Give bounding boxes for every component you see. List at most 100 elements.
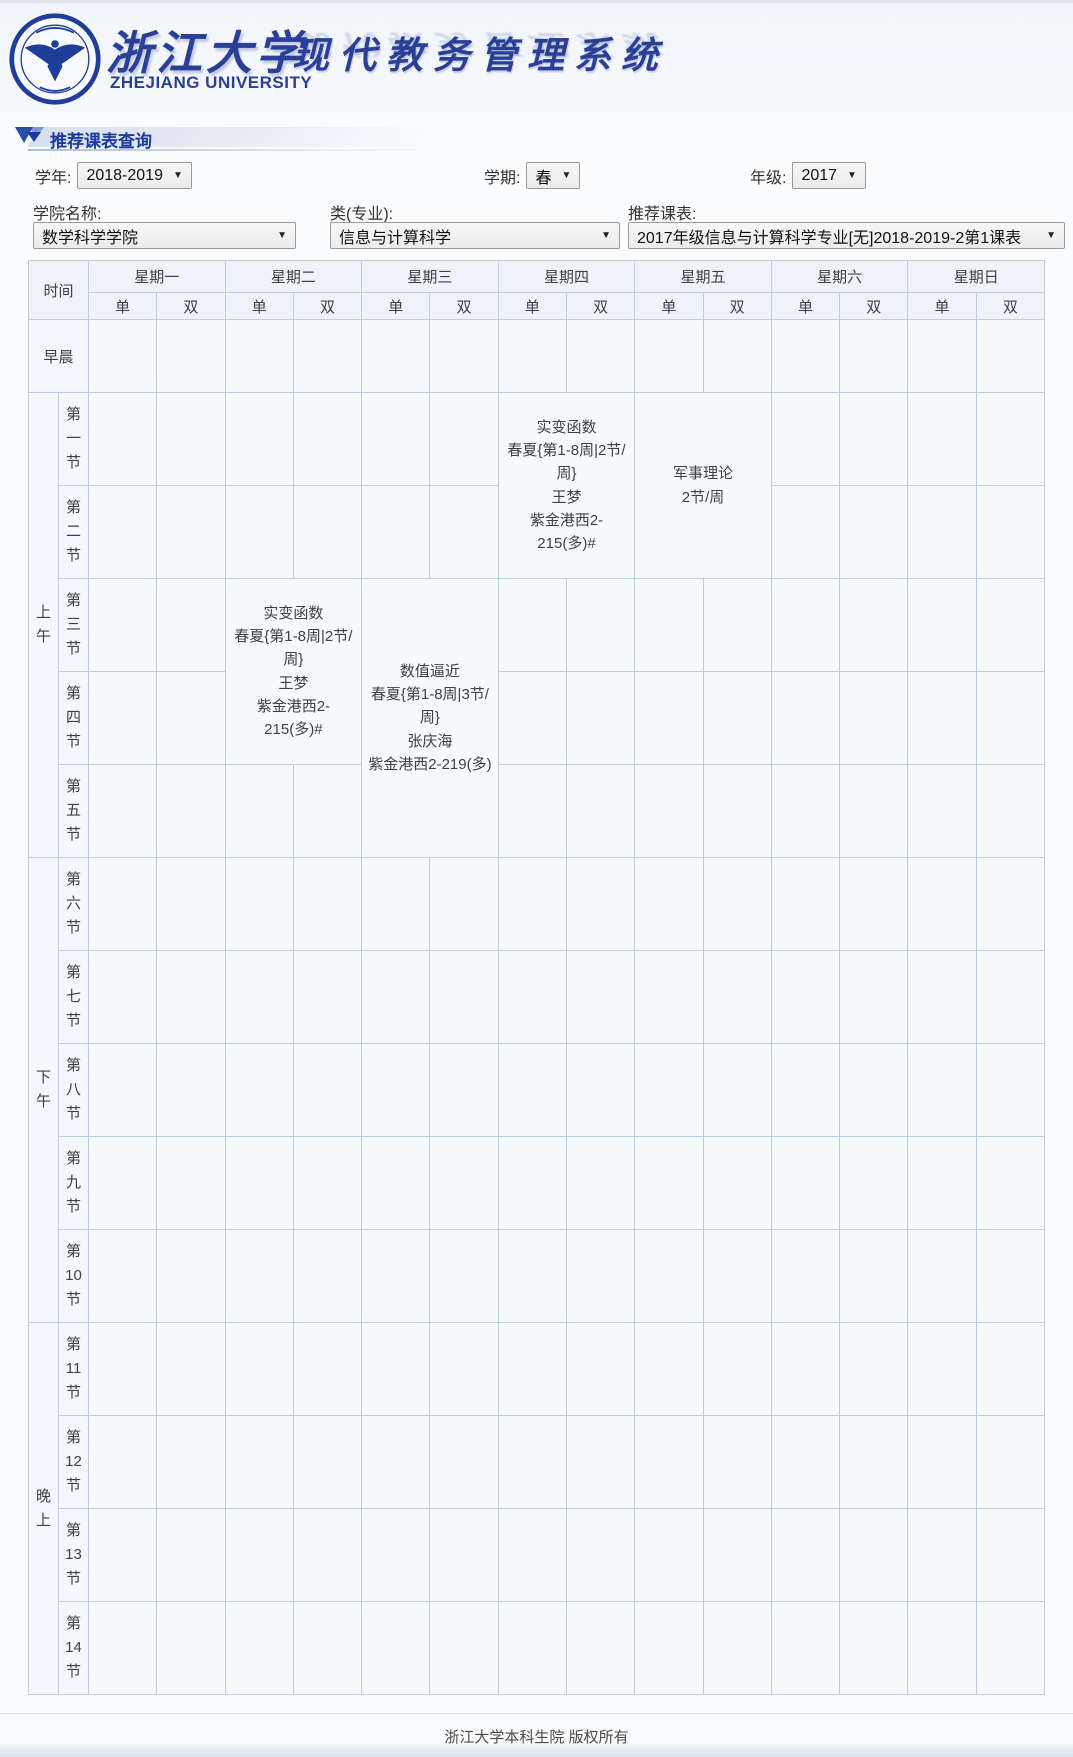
- timeslot-cell: [770, 1508, 841, 1602]
- timeslot-cell: [770, 1229, 841, 1323]
- timeslot-cell: [224, 1415, 294, 1509]
- timeslot-cell: [634, 1415, 704, 1509]
- parity-header-odd: 单: [634, 292, 704, 320]
- timeslot-cell: [565, 857, 636, 951]
- timeslot-cell: [907, 392, 977, 486]
- course-cell: 实变函数 春夏{第1-8周|2节/周} 王梦 紫金港西2-215(多)#: [224, 578, 363, 765]
- timeslot-cell: [907, 1043, 977, 1137]
- timeslot-cell: [565, 1043, 636, 1137]
- parity-header-even: 双: [702, 292, 772, 320]
- course-cell: 数值逼近 春夏{第1-8周|3节/周} 张庆海 紫金港西2-219(多): [361, 578, 499, 858]
- timeslot-cell: [361, 1229, 431, 1323]
- timeslot-cell: [907, 485, 977, 579]
- term-label: 学期:: [484, 169, 521, 187]
- timeslot-cell: [565, 671, 636, 765]
- timeslot-cell: [497, 764, 567, 858]
- day-header-saturday: 星期六: [770, 260, 909, 293]
- timeslot-cell: [907, 857, 977, 951]
- timeslot-cell: [88, 1136, 158, 1230]
- timeslot-cell: [497, 1508, 567, 1602]
- timeslot-cell: [770, 319, 841, 393]
- timeslot-cell: [224, 1508, 294, 1602]
- timeslot-cell: [88, 671, 158, 765]
- timeslot-cell: [361, 1508, 431, 1602]
- timeslot-cell: [634, 319, 704, 393]
- timeslot-cell: [429, 1322, 499, 1416]
- timeslot-cell: [702, 671, 772, 765]
- timeslot-cell: [88, 392, 158, 486]
- timeslot-cell: [156, 1508, 226, 1602]
- parity-header-even: 双: [975, 292, 1046, 320]
- timeslot-cell: [839, 1322, 909, 1416]
- timeslot-cell: [156, 319, 226, 393]
- timeslot-cell: [156, 1043, 226, 1137]
- page-title: 推荐课表查询: [50, 132, 152, 151]
- bottom-gradient-bar: [0, 1744, 1073, 1757]
- period-label: 第12节: [57, 1415, 90, 1509]
- system-title: 现代教务管理系统: [292, 33, 668, 77]
- timeslot-cell: [497, 1415, 567, 1509]
- timeslot-cell: [702, 1508, 772, 1602]
- timeslot-cell: [497, 950, 567, 1044]
- timeslot-cell: [770, 1136, 841, 1230]
- double-arrow-icon: [15, 127, 44, 143]
- timeslot-cell: [361, 392, 431, 486]
- timeslot-cell: [156, 671, 226, 765]
- timeslot-cell: [497, 1229, 567, 1323]
- day-header-thursday: 星期四: [497, 260, 636, 293]
- timeslot-cell: [907, 1322, 977, 1416]
- timeslot-cell: [975, 319, 1046, 393]
- timeslot-cell: [702, 1136, 772, 1230]
- term-select[interactable]: 春 ▼: [526, 162, 581, 189]
- year-select[interactable]: 2018-2019 ▼: [77, 162, 192, 189]
- timeslot-cell: [975, 1415, 1046, 1509]
- section-header: 推荐课表查询: [8, 124, 1073, 154]
- timeslot-cell: [634, 950, 704, 1044]
- timeslot-cell: [634, 1043, 704, 1137]
- timeslot-cell: [292, 1136, 363, 1230]
- timeslot-cell: [634, 1229, 704, 1323]
- term-value: 春: [535, 169, 552, 187]
- timetable: 时间 星期一 星期二 星期三 星期四 星期五 星期六 星期日 单 双 单 双 单…: [27, 260, 1046, 1695]
- time-corner-header: 时间: [27, 260, 90, 320]
- college-select[interactable]: 数学科学学院 ▼: [33, 222, 296, 249]
- timeslot-cell: [361, 950, 431, 1044]
- timeslot-cell: [497, 578, 567, 672]
- timeslot-cell: [361, 1415, 431, 1509]
- timeslot-cell: [429, 950, 499, 1044]
- timeslot-cell: [224, 857, 294, 951]
- period-label: 第11节: [57, 1322, 90, 1416]
- grade-select[interactable]: 2017 ▼: [792, 162, 866, 189]
- parity-header-odd: 单: [770, 292, 841, 320]
- college-label: 学院名称:: [33, 206, 102, 223]
- timeslot-cell: [361, 857, 431, 951]
- timeslot-cell: [565, 1415, 636, 1509]
- timeslot-cell: [975, 764, 1046, 858]
- timeslot-cell: [88, 764, 158, 858]
- major-value: 信息与计算科学: [339, 229, 452, 247]
- timeslot-cell: [634, 671, 704, 765]
- parity-header-odd: 单: [361, 292, 431, 320]
- timeslot-cell: [429, 485, 499, 579]
- timeslot-cell: [975, 1043, 1046, 1137]
- parity-header-even: 双: [565, 292, 636, 320]
- timetable-label: 推荐课表:: [628, 206, 697, 223]
- timeslot-cell: [839, 1601, 909, 1695]
- timeslot-cell: [975, 857, 1046, 951]
- timeslot-cell: [156, 1322, 226, 1416]
- timeslot-cell: [565, 764, 636, 858]
- timetable-select[interactable]: 2017年级信息与计算科学专业[无]2018-2019-2第1课表 ▼: [628, 222, 1065, 249]
- major-select[interactable]: 信息与计算科学 ▼: [330, 222, 620, 249]
- timeslot-cell: [702, 857, 772, 951]
- timeslot-cell: [497, 1601, 567, 1695]
- timeslot-cell: [770, 950, 841, 1044]
- timeslot-cell: [156, 578, 226, 672]
- time-group-label: 晚上: [28, 1322, 59, 1695]
- timeslot-cell: [634, 857, 704, 951]
- timeslot-cell: [88, 1229, 158, 1323]
- timeslot-cell: [292, 764, 363, 858]
- parity-header-odd: 单: [88, 292, 158, 320]
- timeslot-cell: [839, 671, 909, 765]
- caret-down-icon: ▼: [172, 170, 183, 181]
- timeslot-cell: [224, 392, 294, 486]
